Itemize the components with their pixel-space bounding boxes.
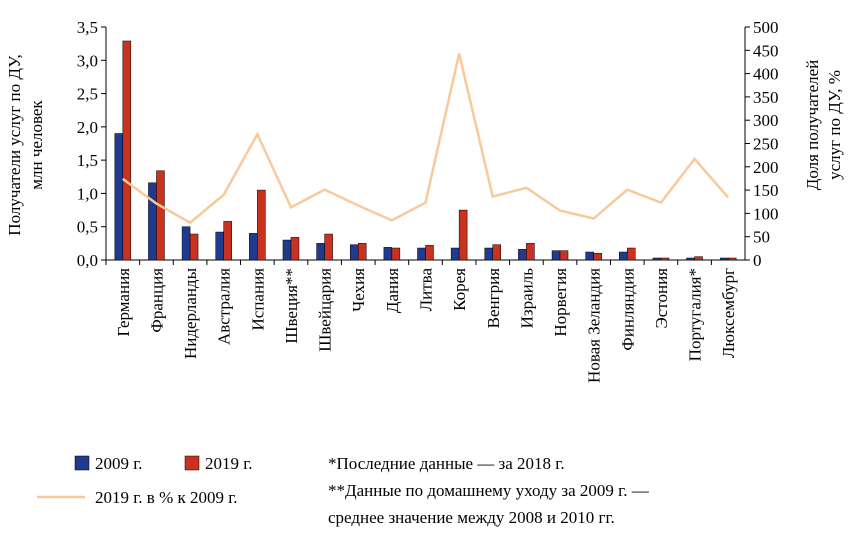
- bar: [526, 243, 535, 261]
- legend-label: 2019 г.: [205, 454, 253, 473]
- y-axis-label: млн человек: [27, 100, 46, 190]
- line: [122, 53, 730, 225]
- x-tick-label: Франция: [147, 268, 166, 333]
- y-tick-label: 2,0: [77, 118, 98, 137]
- bar: [585, 251, 594, 261]
- legend-swatch: [74, 455, 90, 471]
- bar: [156, 170, 165, 261]
- x-tick-label: Корея: [450, 268, 469, 311]
- y-tick-label: 3,0: [77, 51, 98, 70]
- y2-tick-label: 250: [753, 135, 779, 154]
- y-axis-label: Получатели услуг по ДУ,: [5, 54, 24, 235]
- bar: [719, 257, 729, 261]
- y2-axis-label: услуг по ДУ, %: [825, 70, 844, 180]
- y2-tick-label: 100: [753, 204, 779, 223]
- x-tick-label: Израиль: [517, 268, 536, 329]
- y-tick-label: 2,5: [77, 85, 98, 104]
- bar: [114, 133, 124, 261]
- bar: [450, 247, 460, 261]
- bar: [290, 237, 300, 261]
- bar: [417, 247, 426, 261]
- bar: [122, 40, 132, 261]
- x-tick-label: Швеция**: [282, 268, 301, 344]
- bar: [223, 221, 232, 261]
- x-tick-label: Германия: [114, 268, 133, 337]
- bar: [189, 233, 199, 261]
- legend-label: 2019 г. в % к 2009 г.: [95, 488, 238, 507]
- bar: [660, 257, 670, 261]
- bar: [619, 251, 628, 261]
- note: среднее значение между 2008 и 2010 гг.: [328, 508, 615, 527]
- bar: [627, 247, 636, 261]
- bar: [316, 243, 325, 261]
- bar: [551, 250, 561, 261]
- bar: [727, 257, 737, 261]
- x-tick-label: Португалия*: [686, 268, 705, 361]
- y2-tick-label: 200: [753, 158, 779, 177]
- bar: [148, 182, 157, 261]
- y2-tick-label: 500: [753, 18, 779, 37]
- x-tick-label: Новая Зеландия: [585, 268, 604, 383]
- bar: [652, 257, 662, 261]
- y2-tick-label: 150: [753, 181, 779, 200]
- bar: [492, 244, 502, 261]
- x-tick-label: Швейцария: [316, 268, 335, 352]
- y2-tick-label: 450: [753, 41, 779, 60]
- bar: [357, 243, 367, 261]
- x-tick-label: Литва: [417, 268, 436, 312]
- x-tick-label: Норвегия: [551, 268, 570, 337]
- bar: [282, 239, 292, 261]
- bar: [458, 209, 468, 261]
- y-tick-label: 3,5: [77, 18, 98, 37]
- bar: [181, 226, 191, 261]
- legend-swatch: [184, 455, 200, 471]
- x-tick-label: Испания: [248, 268, 267, 331]
- y-tick-label: 1,0: [77, 184, 98, 203]
- y2-tick-label: 400: [753, 65, 779, 84]
- bar: [425, 245, 434, 261]
- x-tick-label: Венгрия: [484, 268, 503, 329]
- note: **Данные по домашнему уходу за 2009 г. —: [328, 481, 650, 500]
- x-tick-label: Чехия: [349, 268, 368, 312]
- y-tick-label: 0,0: [77, 251, 98, 270]
- note: *Последние данные — за 2018 г.: [328, 454, 565, 473]
- bar: [383, 247, 393, 261]
- bar: [215, 231, 224, 261]
- y2-tick-label: 300: [753, 111, 779, 130]
- bar: [518, 249, 527, 261]
- x-tick-label: Финляндия: [618, 268, 637, 351]
- bar: [559, 250, 569, 261]
- x-tick-label: Дания: [383, 268, 402, 313]
- y2-tick-label: 350: [753, 88, 779, 107]
- bar: [257, 189, 266, 261]
- x-tick-label: Австралия: [215, 268, 234, 345]
- bar: [484, 247, 494, 261]
- bar: [324, 233, 333, 261]
- bar: [694, 256, 703, 261]
- x-tick-label: Эстония: [652, 268, 671, 329]
- bar: [593, 253, 602, 261]
- y2-tick-label: 0: [753, 251, 762, 270]
- bar: [249, 233, 258, 261]
- y2-axis-label: Доля получателей: [803, 60, 822, 191]
- x-tick-label: Люксембург: [719, 268, 738, 358]
- y-tick-label: 1,5: [77, 151, 98, 170]
- bar: [686, 257, 695, 261]
- bar: [349, 244, 359, 261]
- legend-label: 2009 г.: [95, 454, 143, 473]
- bar: [391, 247, 401, 261]
- x-tick-label: Нидерланды: [181, 267, 200, 359]
- y2-tick-label: 50: [753, 228, 770, 247]
- y-tick-label: 0,5: [77, 218, 98, 237]
